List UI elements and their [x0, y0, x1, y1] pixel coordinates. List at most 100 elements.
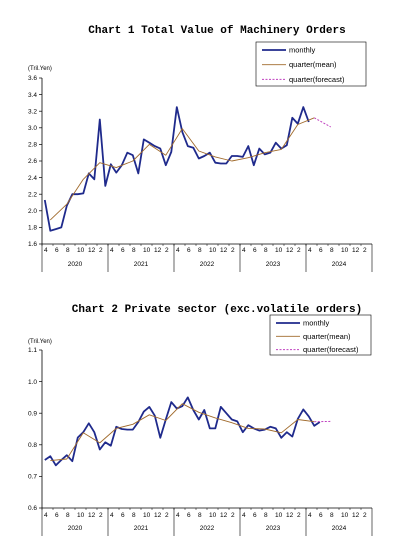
x-month-tick-label: 6 — [121, 512, 125, 519]
x-year-label: 2024 — [332, 261, 347, 268]
x-month-tick-label: 4 — [44, 512, 48, 519]
x-month-tick-label: 12 — [88, 512, 96, 519]
x-month-tick-label: 8 — [198, 247, 202, 254]
x-month-tick-label: 6 — [253, 512, 257, 519]
x-month-tick-label: 10 — [143, 512, 151, 519]
legend-entry-label: monthly — [289, 46, 316, 55]
y-tick-label: 2.2 — [28, 191, 37, 198]
x-month-tick-label: 10 — [77, 512, 85, 519]
x-year-label: 2022 — [200, 525, 215, 532]
x-year-label: 2021 — [134, 261, 149, 268]
y-tick-label: 3.0 — [28, 125, 37, 132]
chart-title: Chart 1 Total Value of Machinery Orders — [88, 25, 345, 37]
chart-title: Chart 2 Private sector (exc.volatile ord… — [72, 304, 362, 316]
y-axis-unit-label: (Tril.Yen) — [28, 339, 52, 345]
x-month-tick-label: 8 — [264, 512, 268, 519]
x-year-label: 2020 — [68, 525, 83, 532]
legend-entry-label: monthly — [303, 319, 330, 328]
y-tick-label: 0.7 — [28, 474, 37, 481]
x-month-tick-label: 12 — [154, 512, 162, 519]
legend-entry-label: quarter(mean) — [303, 332, 351, 341]
x-month-tick-label: 6 — [187, 247, 191, 254]
x-month-tick-label: 8 — [66, 247, 70, 254]
chart-1: Chart 1 Total Value of Machinery Orders (… — [28, 25, 373, 272]
x-year-label: 2023 — [266, 525, 281, 532]
chart-2: Chart 2 Private sector (exc.volatile ord… — [28, 304, 373, 536]
y-tick-label: 2.4 — [28, 175, 37, 182]
y-tick-label: 1.0 — [28, 379, 37, 386]
series-quarter-mean-line — [49, 117, 315, 221]
legend-entry-label: quarter(forecast) — [289, 75, 345, 84]
x-month-tick-label: 10 — [275, 247, 283, 254]
y-tick-label: 3.6 — [28, 75, 37, 82]
x-month-tick-label: 2 — [165, 247, 169, 254]
series-monthly-line — [44, 396, 321, 467]
x-month-tick-label: 10 — [341, 512, 349, 519]
x-month-tick-label: 10 — [143, 247, 151, 254]
x-month-tick-label: 10 — [341, 247, 349, 254]
x-month-tick-label: 4 — [242, 247, 246, 254]
x-month-tick-label: 8 — [198, 512, 202, 519]
x-month-tick-label: 2 — [231, 512, 235, 519]
x-month-tick-label: 2 — [297, 247, 301, 254]
x-month-tick-label: 6 — [319, 512, 323, 519]
x-month-tick-label: 8 — [132, 512, 136, 519]
x-month-tick-label: 4 — [176, 247, 180, 254]
y-tick-label: 2.8 — [28, 142, 37, 149]
x-month-tick-label: 10 — [209, 512, 217, 519]
legend-entry-label: quarter(mean) — [289, 60, 337, 69]
x-year-label: 2024 — [332, 525, 347, 532]
y-tick-label: 0.8 — [28, 442, 37, 449]
x-month-tick-label: 4 — [242, 512, 246, 519]
x-month-tick-label: 12 — [286, 512, 294, 519]
y-tick-label: 1.8 — [28, 225, 37, 232]
y-tick-label: 0.6 — [28, 505, 37, 512]
x-month-tick-label: 6 — [253, 247, 257, 254]
x-month-tick-label: 12 — [352, 512, 360, 519]
x-month-tick-label: 12 — [88, 247, 96, 254]
x-month-tick-label: 4 — [44, 247, 48, 254]
x-month-tick-label: 4 — [110, 247, 114, 254]
x-month-tick-label: 6 — [319, 247, 323, 254]
y-axis-unit-label: (Tril.Yen) — [28, 66, 52, 72]
y-tick-label: 2.0 — [28, 208, 37, 215]
x-month-tick-label: 10 — [77, 247, 85, 254]
x-month-tick-label: 2 — [165, 512, 169, 519]
y-tick-label: 3.4 — [28, 92, 37, 99]
legend-entry-label: quarter(forecast) — [303, 345, 359, 354]
x-month-tick-label: 8 — [330, 247, 334, 254]
y-tick-label: 1.1 — [28, 347, 37, 354]
x-month-tick-label: 4 — [110, 512, 114, 519]
x-month-tick-label: 4 — [308, 512, 312, 519]
x-year-label: 2022 — [200, 261, 215, 268]
x-month-tick-label: 12 — [286, 247, 294, 254]
x-month-tick-label: 6 — [121, 247, 125, 254]
legend-box — [269, 314, 372, 356]
x-month-tick-label: 4 — [308, 247, 312, 254]
x-year-label: 2023 — [266, 261, 281, 268]
x-month-tick-label: 2 — [363, 247, 367, 254]
x-month-tick-label: 2 — [363, 512, 367, 519]
y-tick-label: 2.6 — [28, 158, 37, 165]
x-month-tick-label: 12 — [352, 247, 360, 254]
x-year-label: 2020 — [68, 261, 83, 268]
x-month-tick-label: 8 — [330, 512, 334, 519]
x-month-tick-label: 2 — [99, 247, 103, 254]
x-month-tick-label: 12 — [154, 247, 162, 254]
x-month-tick-label: 6 — [187, 512, 191, 519]
x-month-tick-label: 12 — [220, 247, 228, 254]
x-month-tick-label: 4 — [176, 512, 180, 519]
x-month-tick-label: 12 — [220, 512, 228, 519]
x-month-tick-label: 8 — [66, 512, 70, 519]
x-year-label: 2021 — [134, 525, 149, 532]
series-quarter-forecast-line — [314, 117, 332, 128]
x-month-tick-label: 2 — [99, 512, 103, 519]
series-quarter-mean-line — [50, 403, 315, 462]
x-month-tick-label: 10 — [275, 512, 283, 519]
y-tick-label: 1.6 — [28, 241, 37, 248]
y-tick-label: 3.2 — [28, 108, 37, 115]
x-month-tick-label: 6 — [55, 247, 59, 254]
x-month-tick-label: 10 — [209, 247, 217, 254]
